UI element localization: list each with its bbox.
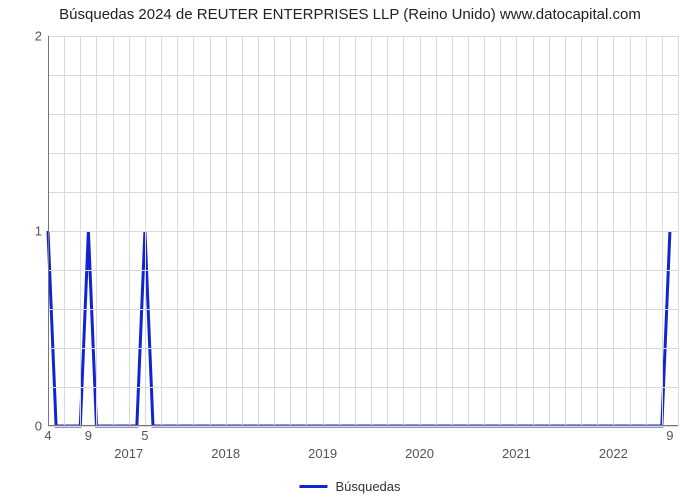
- gridline-horizontal-minor: [48, 270, 678, 271]
- gridline-horizontal-minor: [48, 75, 678, 76]
- legend: Búsquedas: [299, 479, 400, 494]
- gridline-horizontal-minor: [48, 114, 678, 115]
- x-tick-label: 2018: [211, 446, 240, 461]
- gridline-vertical: [258, 36, 259, 426]
- gridline-vertical: [484, 36, 485, 426]
- gridline-vertical: [64, 36, 65, 426]
- gridline-vertical: [597, 36, 598, 426]
- gridline-horizontal-minor: [48, 348, 678, 349]
- gridline-vertical: [113, 36, 114, 426]
- gridline-vertical: [145, 36, 146, 426]
- x-tick-label: 2020: [405, 446, 434, 461]
- gridline-vertical: [630, 36, 631, 426]
- gridline-vertical: [80, 36, 81, 426]
- gridline-vertical: [565, 36, 566, 426]
- y-tick-label: 1: [35, 224, 42, 239]
- gridline-vertical: [662, 36, 663, 426]
- gridline-vertical: [533, 36, 534, 426]
- gridline-vertical: [226, 36, 227, 426]
- gridline-vertical: [371, 36, 372, 426]
- x-value-label: 5: [141, 428, 148, 443]
- y-axis-line: [48, 36, 49, 426]
- gridline-vertical: [549, 36, 550, 426]
- gridline-vertical: [646, 36, 647, 426]
- gridline-vertical: [678, 36, 679, 426]
- gridline-vertical: [516, 36, 517, 426]
- gridline-vertical: [468, 36, 469, 426]
- y-tick-label: 2: [35, 29, 42, 44]
- gridline-vertical: [339, 36, 340, 426]
- gridline-vertical: [581, 36, 582, 426]
- gridline-vertical: [436, 36, 437, 426]
- plot-area: 0122017201820192020202120224959: [48, 36, 678, 426]
- x-value-label: 4: [44, 428, 51, 443]
- gridline-vertical: [613, 36, 614, 426]
- gridline-horizontal-minor: [48, 153, 678, 154]
- gridline-vertical: [193, 36, 194, 426]
- gridline-vertical: [242, 36, 243, 426]
- x-tick-label: 2021: [502, 446, 531, 461]
- x-axis-line: [48, 425, 678, 426]
- y-tick-label: 0: [35, 419, 42, 434]
- gridline-vertical: [452, 36, 453, 426]
- chart-title: Búsquedas 2024 de REUTER ENTERPRISES LLP…: [0, 0, 700, 30]
- gridline-vertical: [96, 36, 97, 426]
- x-tick-label: 2022: [599, 446, 628, 461]
- gridline-vertical: [129, 36, 130, 426]
- gridline-vertical: [420, 36, 421, 426]
- x-value-label: 9: [666, 428, 673, 443]
- gridline-vertical: [355, 36, 356, 426]
- gridline-vertical: [387, 36, 388, 426]
- legend-label: Búsquedas: [335, 479, 400, 494]
- gridline-horizontal-minor: [48, 192, 678, 193]
- gridline-vertical: [210, 36, 211, 426]
- gridline-vertical: [323, 36, 324, 426]
- gridline-vertical: [306, 36, 307, 426]
- legend-swatch: [299, 485, 327, 488]
- x-tick-label: 2017: [114, 446, 143, 461]
- gridline-vertical: [177, 36, 178, 426]
- gridline-horizontal-minor: [48, 387, 678, 388]
- x-value-label: 9: [85, 428, 92, 443]
- gridline-horizontal: [48, 36, 678, 37]
- chart-container: Búsquedas 2024 de REUTER ENTERPRISES LLP…: [0, 0, 700, 500]
- gridline-vertical: [290, 36, 291, 426]
- gridline-vertical: [403, 36, 404, 426]
- x-tick-label: 2019: [308, 446, 337, 461]
- gridline-vertical: [274, 36, 275, 426]
- gridline-horizontal: [48, 231, 678, 232]
- gridline-vertical: [500, 36, 501, 426]
- gridline-horizontal: [48, 426, 678, 427]
- gridline-horizontal-minor: [48, 309, 678, 310]
- gridline-vertical: [161, 36, 162, 426]
